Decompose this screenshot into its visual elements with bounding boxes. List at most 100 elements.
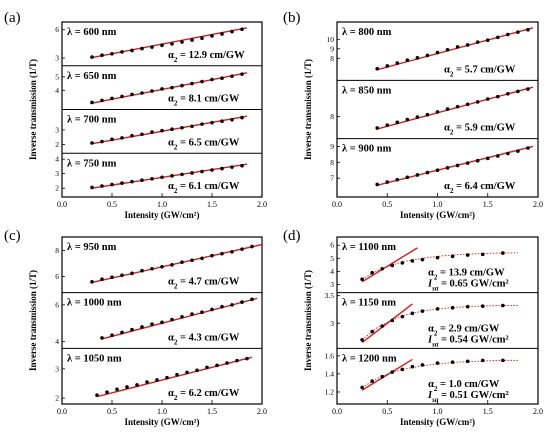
data-point [526,87,530,91]
data-point [496,94,500,99]
subplot-3: 2 3 4 λ = 750 nm α2 = 6.1 cm/GW [55,152,262,195]
data-point [475,40,480,44]
data-point [220,166,224,171]
data-point [485,38,490,43]
data-point [130,92,134,97]
y-tick-label: 7 [330,174,334,183]
y-tick-label: 8 [330,54,334,63]
data-point [140,268,144,273]
data-point [485,156,490,161]
saturation-fit-curve [361,252,518,280]
y-tick-label: 6 [55,25,59,34]
data-point [150,176,154,181]
data-point [360,277,364,282]
data-point [380,374,385,379]
data-point [395,61,400,65]
panel-2: (c) Inverse transmission (1/T) Intensity (… [4,228,267,427]
data-point [410,259,415,263]
data-point [160,87,164,91]
data-point [120,330,124,335]
data-point [380,266,385,271]
wavelength-label: λ = 1100 nm [342,242,396,253]
y-tick-label: 1.2 [325,387,335,396]
alpha-coefficient-label: α2 = 6.5 cm/GW [168,137,240,151]
data-point [230,165,234,169]
data-point [455,104,460,109]
data-point [90,280,94,284]
data-point [140,46,144,51]
wavelength-label: λ = 1200 nm [342,353,397,364]
data-point [480,252,485,257]
data-point [100,277,104,282]
data-point [465,161,470,165]
saturation-fit-curve [361,359,518,388]
data-point [455,45,460,49]
data-point [445,166,450,170]
data-point [150,45,154,49]
data-point [130,48,134,53]
data-point [110,137,114,142]
data-point [390,263,395,268]
data-point [250,244,254,249]
fit-line [361,247,418,283]
data-point [150,130,154,134]
fit-line [91,243,263,284]
data-point [220,119,224,124]
data-point [465,304,470,309]
data-point [90,185,94,190]
y-tick-label: 4 [330,267,334,276]
data-point [375,182,380,187]
data-point [526,146,530,150]
x-tick-label: 0.5 [107,407,117,416]
x-tick-label: 1.5 [483,407,493,416]
data-point [190,38,194,42]
alpha-coefficient-label: α2 = 6.2 cm/GW [168,388,240,402]
data-point [415,115,420,119]
data-point [245,356,249,361]
x-tick-label: 1.0 [433,200,443,209]
data-point [180,315,184,319]
data-point [155,378,159,382]
panel-label: (d) [283,228,301,244]
data-point [200,256,204,261]
fit-line [361,358,413,391]
x-tick-label: 1.0 [157,200,167,209]
data-point [220,304,224,309]
data-point [140,132,144,137]
y-axis-title: Inverse transmission (1/T) [303,59,313,160]
data-point [210,34,214,38]
data-point [110,333,114,338]
data-point [250,297,254,302]
y-tick-label: 1.4 [325,369,335,378]
subplot-2: 2 3 λ = 700 nm α2 = 6.5 cm/GW [55,109,262,151]
alpha-coefficient-label: α2 = 2.9 cm/GW [428,323,500,337]
data-point [160,43,164,48]
x-tick-label: 0.0 [332,200,342,209]
data-point [235,358,239,363]
data-point [180,40,184,44]
data-point [100,98,104,103]
data-point [220,251,224,256]
data-point [200,36,204,41]
data-point [180,83,184,88]
data-point [375,66,380,71]
alpha-coefficient-label: α2 = 12.9 cm/GW [168,50,245,64]
data-point [360,338,364,342]
data-point [240,27,244,32]
data-point [175,372,179,377]
data-point [200,79,204,84]
x-tick-label: 0.5 [382,407,392,416]
data-point [240,115,244,120]
y-tick-label: 6 [55,272,59,281]
wavelength-label: λ = 950 nm [67,242,117,253]
data-point [165,375,169,380]
x-tick-label: 2.0 [257,407,267,416]
data-point [210,307,214,312]
data-point [125,385,129,389]
data-point [385,180,390,184]
data-point [90,141,94,145]
data-point [496,154,500,158]
data-point [375,126,380,130]
alpha-coefficient-label: α2 = 13.9 cm/GW [428,268,505,282]
